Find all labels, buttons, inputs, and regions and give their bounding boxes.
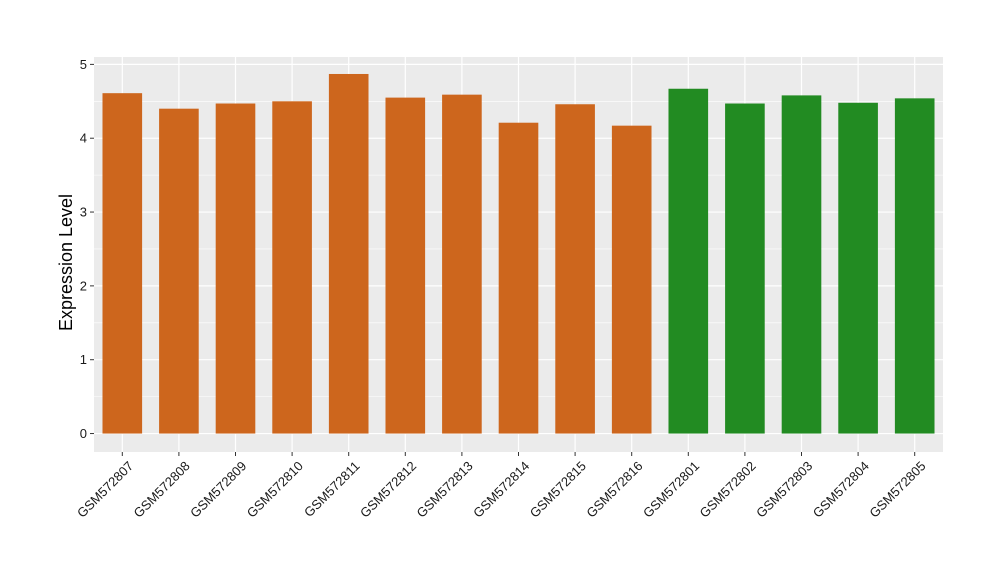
bar	[272, 101, 312, 434]
bar	[385, 97, 426, 434]
x-tick-label: GSM572803	[753, 458, 815, 520]
bar	[102, 93, 143, 434]
y-tick-label: 4	[80, 131, 87, 146]
x-tick-label: GSM572802	[697, 458, 759, 520]
bar	[894, 98, 935, 434]
x-tick-label: GSM572805	[866, 458, 928, 520]
bar	[159, 108, 199, 434]
y-tick-label: 2	[80, 278, 87, 293]
x-tick-label: GSM572809	[187, 458, 249, 520]
x-tick-label: GSM572810	[244, 458, 306, 520]
x-axis: GSM572807GSM572808GSM572809GSM572810GSM5…	[74, 452, 929, 521]
bar	[442, 94, 482, 434]
x-tick-label: GSM572807	[74, 458, 136, 520]
bar	[838, 102, 878, 434]
x-tick-label: GSM572815	[527, 458, 589, 520]
bar	[725, 103, 765, 434]
bars	[102, 73, 935, 434]
bar	[215, 103, 256, 434]
bar	[781, 95, 822, 434]
x-tick-label: GSM572813	[414, 458, 476, 520]
bar	[555, 104, 595, 434]
y-axis-title: Expression Level	[56, 194, 76, 331]
y-tick-label: 5	[80, 57, 87, 72]
bar	[328, 73, 369, 434]
bar	[498, 122, 539, 434]
x-tick-label: GSM572812	[357, 458, 419, 520]
x-tick-label: GSM572804	[810, 458, 872, 520]
x-tick-label: GSM572816	[583, 458, 645, 520]
x-tick-label: GSM572814	[470, 458, 532, 520]
x-tick-label: GSM572811	[301, 458, 363, 520]
y-tick-label: 3	[80, 205, 87, 220]
y-tick-label: 0	[80, 426, 87, 441]
y-tick-label: 1	[80, 352, 87, 367]
x-tick-label: GSM572808	[131, 458, 193, 520]
x-tick-label: GSM572801	[640, 458, 702, 520]
bar	[668, 88, 709, 434]
y-axis: 0 1 2 3 4 5	[80, 57, 94, 441]
bar	[611, 125, 652, 434]
